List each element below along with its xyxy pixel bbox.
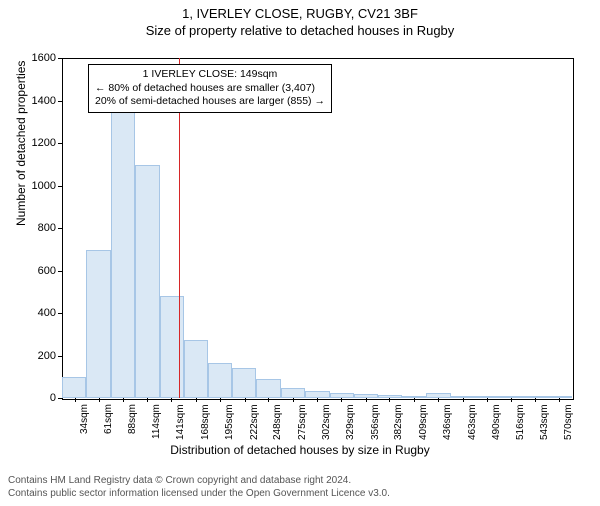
xtick-label: 141sqm	[175, 404, 186, 440]
xtick-label: 302sqm	[321, 404, 332, 440]
xtick-mark	[293, 398, 294, 402]
xtick-mark	[220, 398, 221, 402]
xtick-label: 222sqm	[249, 404, 260, 440]
ytick-mark	[58, 398, 62, 399]
chart-area: 02004006008001000120014001600 34sqm61sqm…	[62, 58, 572, 398]
footer: Contains HM Land Registry data © Crown c…	[8, 474, 390, 500]
xtick-mark	[75, 398, 76, 402]
xtick-mark	[123, 398, 124, 402]
annotation-line3: 20% of semi-detached houses are larger (…	[95, 95, 325, 109]
xtick-mark	[559, 398, 560, 402]
xtick-mark	[463, 398, 464, 402]
xtick-label: 570sqm	[563, 404, 574, 440]
x-axis-label: Distribution of detached houses by size …	[0, 443, 600, 457]
xtick-label: 463sqm	[467, 404, 478, 440]
histogram-bar	[305, 391, 329, 398]
xtick-mark	[245, 398, 246, 402]
annotation-line1: 1 IVERLEY CLOSE: 149sqm	[95, 68, 325, 82]
ytick-mark	[58, 356, 62, 357]
xtick-label: 436sqm	[442, 404, 453, 440]
ytick-mark	[58, 143, 62, 144]
histogram-bar	[160, 296, 184, 398]
xtick-label: 248sqm	[272, 404, 283, 440]
ytick-label: 0	[50, 392, 56, 404]
ytick-label: 1600	[32, 52, 56, 64]
ytick-label: 1000	[32, 180, 56, 192]
chart-title-line1: 1, IVERLEY CLOSE, RUGBY, CV21 3BF	[0, 6, 600, 21]
xtick-mark	[196, 398, 197, 402]
xtick-mark	[317, 398, 318, 402]
chart-title-line2: Size of property relative to detached ho…	[0, 23, 600, 38]
ytick-mark	[58, 186, 62, 187]
histogram-bar	[62, 377, 86, 398]
xtick-mark	[414, 398, 415, 402]
xtick-mark	[366, 398, 367, 402]
xtick-mark	[341, 398, 342, 402]
xtick-mark	[389, 398, 390, 402]
xtick-mark	[268, 398, 269, 402]
ytick-label: 600	[38, 265, 56, 277]
histogram-bar	[184, 340, 208, 398]
histogram-bar	[208, 363, 232, 398]
footer-line1: Contains HM Land Registry data © Crown c…	[8, 474, 390, 487]
ytick-mark	[58, 271, 62, 272]
ytick-label: 1200	[32, 137, 56, 149]
ytick-mark	[58, 228, 62, 229]
xtick-label: 543sqm	[539, 404, 550, 440]
histogram-bar	[86, 250, 110, 398]
xtick-mark	[511, 398, 512, 402]
annotation-line2: ← 80% of detached houses are smaller (3,…	[95, 82, 325, 96]
xtick-label: 409sqm	[418, 404, 429, 440]
annotation-box: 1 IVERLEY CLOSE: 149sqm ← 80% of detache…	[88, 64, 332, 113]
histogram-bar	[256, 379, 280, 398]
xtick-mark	[171, 398, 172, 402]
xtick-label: 382sqm	[393, 404, 404, 440]
xtick-label: 329sqm	[345, 404, 356, 440]
ytick-label: 200	[38, 350, 56, 362]
footer-line2: Contains public sector information licen…	[8, 487, 390, 500]
xtick-mark	[147, 398, 148, 402]
xtick-label: 356sqm	[370, 404, 381, 440]
ytick-mark	[58, 313, 62, 314]
xtick-mark	[487, 398, 488, 402]
ytick-mark	[58, 101, 62, 102]
histogram-bar	[281, 388, 305, 398]
xtick-label: 34sqm	[79, 404, 90, 434]
xtick-label: 195sqm	[224, 404, 235, 440]
ytick-label: 800	[38, 222, 56, 234]
ytick-label: 1400	[32, 95, 56, 107]
ytick-mark	[58, 58, 62, 59]
xtick-label: 168sqm	[200, 404, 211, 440]
xtick-label: 516sqm	[515, 404, 526, 440]
xtick-label: 61sqm	[103, 404, 114, 434]
xtick-mark	[438, 398, 439, 402]
xtick-label: 88sqm	[127, 404, 138, 434]
ytick-label: 400	[38, 307, 56, 319]
histogram-bar	[232, 368, 256, 398]
histogram-bar	[111, 92, 135, 398]
xtick-label: 275sqm	[297, 404, 308, 440]
y-axis-label: Number of detached properties	[14, 61, 28, 226]
histogram-bar	[135, 165, 159, 398]
xtick-mark	[99, 398, 100, 402]
xtick-label: 490sqm	[491, 404, 502, 440]
xtick-mark	[535, 398, 536, 402]
xtick-label: 114sqm	[151, 404, 162, 439]
